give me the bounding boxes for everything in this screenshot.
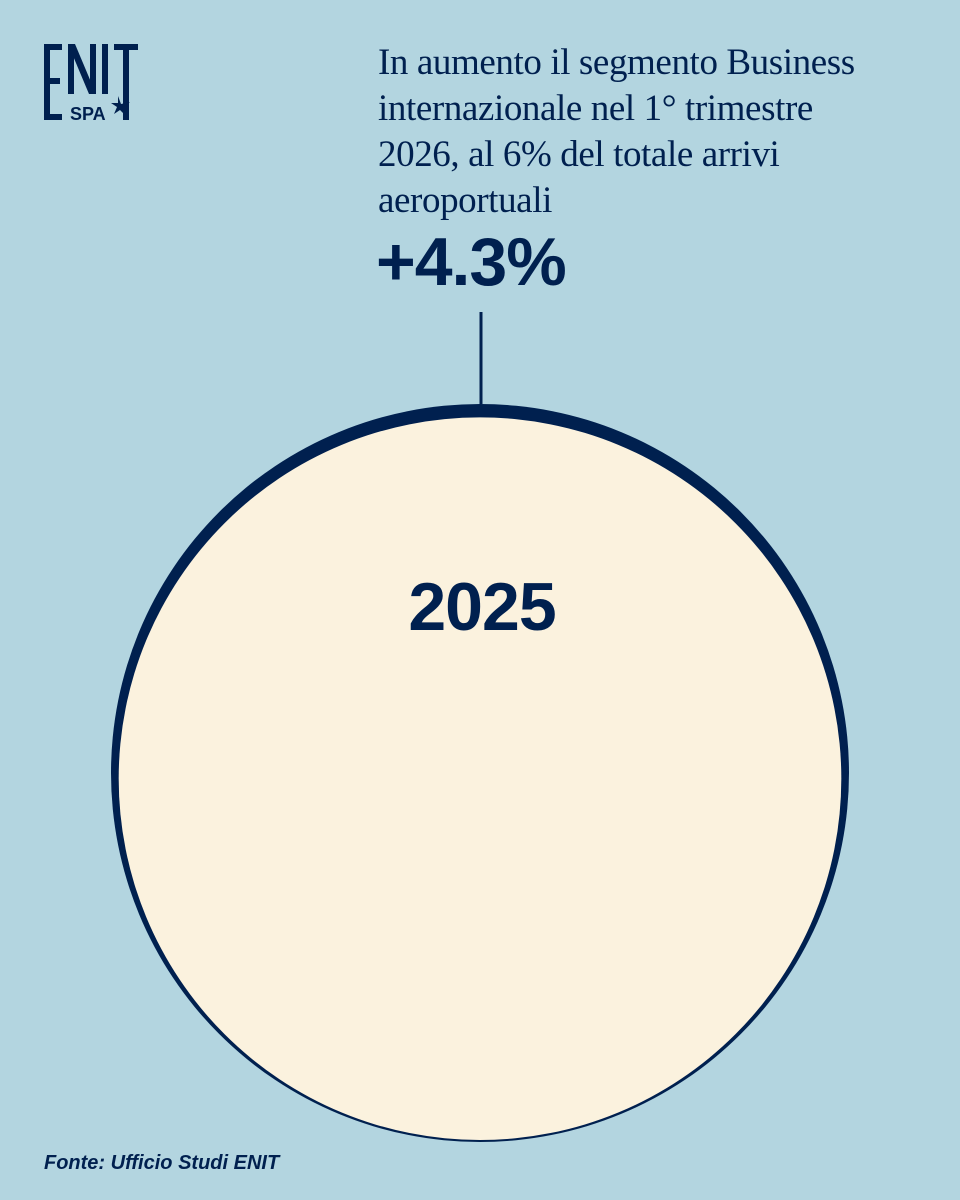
label-2025: 2025 xyxy=(408,569,555,645)
label-2026: 2026 xyxy=(402,437,549,513)
enit-logo: SPA xyxy=(44,44,138,124)
logo-letter-e xyxy=(44,44,62,120)
logo-letter-t xyxy=(114,44,138,120)
logo-letter-i xyxy=(102,44,108,94)
circle-2025 xyxy=(118,417,842,1141)
source-note: Fonte: Ufficio Studi ENIT xyxy=(44,1152,280,1174)
logo-star-icon xyxy=(111,96,130,116)
headline: In aumento il segmento Business internaz… xyxy=(378,42,855,221)
logo-subtext: SPA xyxy=(70,104,106,124)
change-percentage: +4.3% xyxy=(376,224,567,300)
logo-letter-n xyxy=(68,44,96,94)
